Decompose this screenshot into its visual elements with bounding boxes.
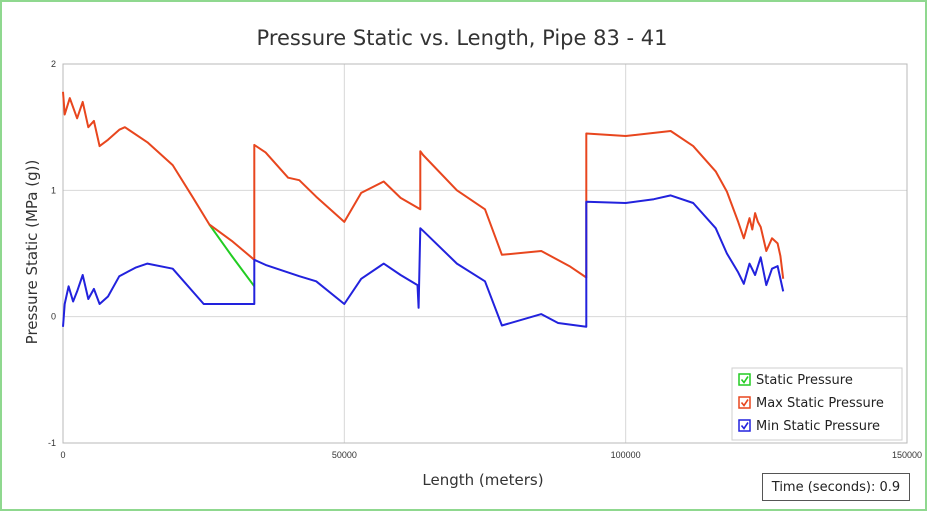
legend-item[interactable]: Static Pressure	[738, 373, 853, 388]
x-tick-label: 100000	[611, 450, 641, 460]
x-tick-label: 150000	[892, 450, 922, 460]
legend-label: Static Pressure	[756, 373, 853, 388]
legend-label: Max Static Pressure	[756, 396, 884, 411]
legend-checkbox[interactable]	[738, 396, 751, 409]
x-axis-label: Length (meters)	[422, 471, 543, 489]
check-icon	[740, 399, 749, 407]
time-readout: Time (seconds): 0.9	[762, 473, 910, 501]
series-line-max-static-pressure	[62, 91, 785, 279]
series-line-static-pressure	[208, 223, 256, 287]
x-tick-label: 50000	[332, 450, 357, 460]
y-axis-label: Pressure Static (MPa (g))	[23, 160, 41, 345]
chart-title: Pressure Static vs. Length, Pipe 83 - 41	[257, 26, 668, 50]
y-tick-label: 0	[51, 312, 56, 322]
plot-area	[62, 63, 908, 444]
y-tick-label: -1	[48, 438, 56, 448]
legend: Static Pressure Max Static Pressure Min St…	[731, 367, 903, 441]
check-icon	[740, 376, 749, 384]
legend-checkbox[interactable]	[738, 373, 751, 386]
check-icon	[740, 422, 749, 430]
axis-ticks: 0 50000 100000 150000 -1 0 1 2	[48, 59, 922, 460]
y-tick-label: 2	[51, 59, 56, 69]
legend-box	[731, 367, 903, 441]
y-tick-label: 1	[51, 185, 56, 195]
legend-item[interactable]: Max Static Pressure	[738, 396, 884, 411]
legend-label: Min Static Pressure	[756, 419, 880, 434]
legend-checkbox[interactable]	[738, 419, 751, 432]
series-lines	[62, 91, 785, 328]
legend-item[interactable]: Min Static Pressure	[738, 419, 880, 434]
series-line-min-static-pressure	[62, 194, 785, 328]
x-tick-label: 0	[60, 450, 65, 460]
